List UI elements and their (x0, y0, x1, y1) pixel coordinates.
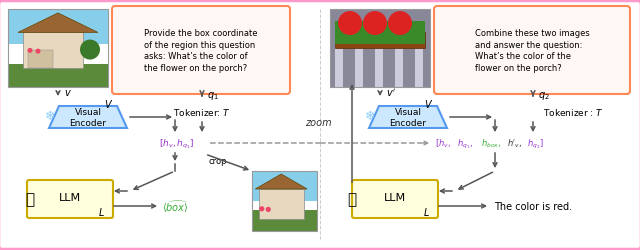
Bar (8, 10, 108, 88)
Text: Tokenizer: $T$: Tokenizer: $T$ (173, 106, 231, 117)
Polygon shape (369, 106, 447, 128)
Text: 🔥: 🔥 (26, 192, 35, 207)
FancyBboxPatch shape (112, 7, 290, 94)
Text: Visual
Encoder: Visual Encoder (70, 108, 106, 127)
Bar (335, 45, 343, 88)
Text: $q_1$: $q_1$ (207, 90, 219, 102)
Bar (395, 45, 403, 88)
FancyBboxPatch shape (352, 180, 438, 218)
Bar (355, 45, 363, 88)
Text: Visual
Encoder: Visual Encoder (390, 108, 426, 127)
Text: $V$: $V$ (104, 98, 113, 110)
Text: ❄: ❄ (45, 109, 55, 122)
Circle shape (35, 50, 40, 54)
Text: $[h_v, h_{q_1}]$: $[h_v, h_{q_1}]$ (159, 137, 195, 150)
Circle shape (363, 12, 387, 36)
Text: zoom: zoom (305, 118, 332, 128)
Bar (415, 45, 423, 88)
Text: crop: crop (209, 157, 227, 166)
Text: $v$: $v$ (64, 88, 72, 98)
Circle shape (266, 207, 271, 212)
FancyBboxPatch shape (27, 180, 113, 218)
Bar (335, 22, 425, 45)
Text: $h_{q_2}]$: $h_{q_2}]$ (527, 137, 543, 150)
Bar (252, 171, 317, 201)
Text: $h_{q_1},$: $h_{q_1},$ (457, 137, 473, 150)
Bar (8, 64, 108, 88)
Text: $\langle\widehat{box}\rangle$: $\langle\widehat{box}\rangle$ (162, 198, 188, 214)
Bar (252, 171, 317, 231)
Bar (259, 189, 304, 219)
Text: Combine these two images
and answer the question:
What’s the color of the
flower: Combine these two images and answer the … (475, 29, 589, 73)
FancyBboxPatch shape (434, 7, 630, 94)
Bar (252, 210, 317, 231)
Text: 🔥: 🔥 (348, 192, 356, 207)
Text: $L$: $L$ (423, 205, 430, 217)
Text: Provide the box coordinate
of the region this question
asks: What’s the color of: Provide the box coordinate of the region… (144, 29, 258, 73)
Bar (23, 33, 83, 68)
Text: $h_{box},$: $h_{box},$ (481, 137, 501, 150)
Text: ❄: ❄ (365, 109, 375, 122)
Text: The color is red.: The color is red. (494, 201, 572, 211)
Polygon shape (255, 174, 307, 189)
Bar (375, 45, 383, 88)
Bar (330, 10, 430, 88)
Bar (330, 10, 430, 88)
Circle shape (80, 40, 100, 60)
Circle shape (28, 49, 33, 54)
Circle shape (338, 12, 362, 36)
Polygon shape (18, 14, 98, 33)
Circle shape (388, 12, 412, 36)
Bar (335, 33, 425, 49)
Text: Tokenizer : $T$: Tokenizer : $T$ (543, 106, 604, 117)
Bar (28, 51, 53, 68)
Text: LLM: LLM (384, 192, 406, 202)
Text: $V$: $V$ (424, 98, 433, 110)
Text: $L$: $L$ (98, 205, 105, 217)
Text: $v'$: $v'$ (386, 87, 396, 99)
Text: LLM: LLM (59, 192, 81, 202)
Text: $q_2$: $q_2$ (538, 90, 550, 102)
Circle shape (259, 206, 264, 212)
Bar (8, 10, 108, 45)
Text: $h'_v,$: $h'_v,$ (507, 137, 522, 150)
Polygon shape (49, 106, 127, 128)
Text: $[h_v,$: $[h_v,$ (435, 137, 451, 150)
